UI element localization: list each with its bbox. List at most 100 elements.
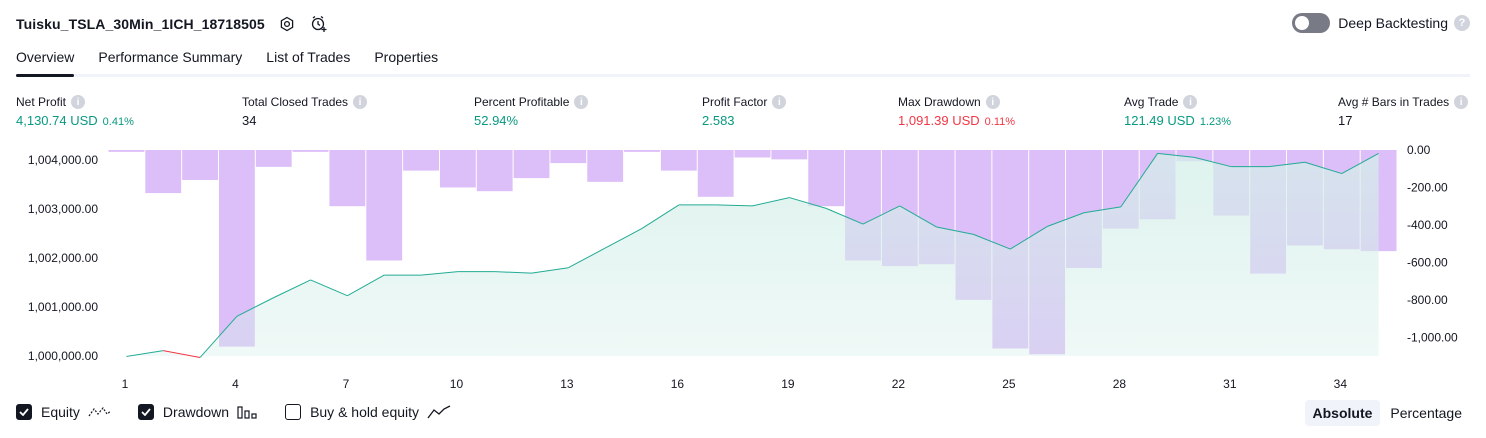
report-tabs: Overview Performance Summary List of Tra… <box>16 44 1470 77</box>
equity-line-segment <box>1304 161 1342 175</box>
equity-line-segment <box>273 279 311 299</box>
equity-line-segment <box>604 228 643 249</box>
info-icon[interactable]: i <box>1454 95 1469 109</box>
y-axis-left-tick: 1,003,000.00 <box>28 202 98 216</box>
metric-avg-trade: Avg Trade i 121.49 USD 1.23% <box>1124 94 1231 128</box>
x-axis-tick: 19 <box>781 377 795 391</box>
metric-label: Avg Trade <box>1124 95 1179 109</box>
equity-drawdown-chart[interactable]: 1,004,000.00 1,003,000.00 1,002,000.00 1,00… <box>0 140 1486 392</box>
tab-list-of-trades[interactable]: List of Trades <box>266 49 351 65</box>
absolute-button[interactable]: Absolute <box>1304 400 1381 426</box>
metric-label: Profit Factor <box>702 95 768 109</box>
equity-line-segment <box>862 205 901 225</box>
info-icon[interactable]: i <box>1183 95 1198 109</box>
buy-hold-label: Buy & hold equity <box>310 404 420 420</box>
equity-line-segment <box>1194 156 1232 168</box>
drawdown-bar <box>108 150 145 152</box>
drawdown-label: Drawdown <box>162 404 230 420</box>
equity-line-segment <box>420 271 458 276</box>
x-axis-tick: 10 <box>450 377 464 391</box>
equity-line-segment <box>568 247 606 269</box>
equity-line-segment <box>531 267 569 274</box>
equity-line-segment <box>347 274 385 297</box>
report-header: Tuisku_TSLA_30Min_1ICH_18718505 <box>16 12 329 36</box>
drawdown-bar <box>329 150 366 207</box>
drawdown-bar <box>808 150 845 207</box>
info-icon[interactable]: i <box>71 95 86 109</box>
trend-line-icon <box>427 405 451 419</box>
metric-label: Max Drawdown <box>898 95 981 109</box>
tab-properties[interactable]: Properties <box>374 49 439 65</box>
equity-line-segment <box>126 350 164 357</box>
y-axis-right-tick: -200.00 <box>1407 180 1448 194</box>
equity-label: Equity <box>41 404 80 420</box>
y-axis-left-tick: 1,000,000.00 <box>28 349 98 363</box>
metric-avg-bars-in-trades: Avg # Bars in Trades i 17 <box>1338 94 1469 128</box>
equity-line-segment <box>1268 161 1305 168</box>
deep-backtesting-toggle[interactable] <box>1292 13 1331 33</box>
equity-line-segment <box>715 204 753 207</box>
drawdown-bar <box>697 150 734 197</box>
info-icon[interactable]: i <box>985 95 1000 109</box>
metric-percent: 0.41% <box>102 116 134 128</box>
y-axis-right-tick: -1,000.00 <box>1407 330 1458 344</box>
y-axis-left-tick: 1,002,000.00 <box>28 251 98 265</box>
metric-label: Total Closed Trades <box>242 95 349 109</box>
equity-line-segment <box>973 233 1011 250</box>
metric-net-profit: Net Profit i 4,130.74 USD 0.41% <box>16 94 134 128</box>
x-axis-tick: 4 <box>232 377 239 391</box>
equity-line-icon <box>88 405 112 419</box>
tab-overview[interactable]: Overview <box>16 44 75 77</box>
buy-hold-checkbox[interactable] <box>285 404 302 420</box>
y-axis-right-tick: -400.00 <box>1407 218 1448 232</box>
x-axis-tick: 7 <box>343 377 350 391</box>
drawdown-bar <box>439 150 476 188</box>
info-icon[interactable]: i <box>772 95 787 109</box>
drawdown-bar <box>476 150 513 192</box>
help-icon[interactable]: ? <box>1454 15 1470 31</box>
info-icon[interactable]: i <box>353 95 368 109</box>
x-axis-tick: 13 <box>560 377 574 391</box>
y-axis-right-tick: -600.00 <box>1407 255 1448 269</box>
deep-backtesting-label: Deep Backtesting <box>1338 15 1448 31</box>
settings-icon[interactable] <box>277 14 297 34</box>
equity-line-segment <box>825 207 864 225</box>
drawdown-bar <box>734 150 771 158</box>
percentage-button[interactable]: Percentage <box>1390 405 1462 421</box>
drawdown-bar <box>771 150 808 160</box>
metric-value: 121.49 USD <box>1124 113 1195 128</box>
metric-total-closed-trades: Total Closed Trades i 34 <box>242 94 368 128</box>
drawdown-bar <box>624 150 660 152</box>
equity-area <box>126 153 1379 358</box>
equity-line-segment <box>1341 152 1379 174</box>
legend-buy-hold-equity[interactable]: Buy & hold equity <box>285 404 451 420</box>
metric-value: 2.583 <box>702 113 735 128</box>
y-axis-right-tick: -800.00 <box>1407 293 1448 307</box>
legend-drawdown[interactable]: Drawdown <box>137 404 259 420</box>
equity-checkbox[interactable] <box>16 404 32 420</box>
metric-value: 4,130.74 USD <box>16 113 98 128</box>
equity-line-segment <box>310 279 348 297</box>
x-axis-tick: 25 <box>1002 377 1016 391</box>
legend-equity[interactable]: Equity <box>16 404 112 420</box>
add-alert-icon[interactable] <box>309 14 329 34</box>
drawdown-checkbox[interactable] <box>137 404 154 420</box>
drawdown-bar <box>145 150 182 194</box>
equity-line-segment <box>789 197 827 209</box>
equity-line-segment <box>1157 152 1195 158</box>
metric-profit-factor: Profit Factor i 2.583 <box>702 94 787 128</box>
info-icon[interactable]: i <box>574 95 589 109</box>
drawdown-bar <box>182 150 218 180</box>
strategy-title: Tuisku_TSLA_30Min_1ICH_18718505 <box>16 16 265 32</box>
equity-line-segment <box>641 204 680 229</box>
metric-value: 34 <box>242 113 257 128</box>
x-axis-tick: 28 <box>1113 377 1127 391</box>
metric-percent: 1.23% <box>1199 116 1232 128</box>
metric-label: Avg # Bars in Trades <box>1338 95 1450 109</box>
tab-performance-summary[interactable]: Performance Summary <box>98 49 243 65</box>
deep-backtesting-control: Deep Backtesting ? <box>1292 13 1470 33</box>
equity-line-segment <box>1010 226 1048 250</box>
drawdown-bar <box>513 150 550 179</box>
metric-percent: 0.11% <box>984 116 1016 128</box>
chart-legend: Equity Drawdown Buy & hold equity <box>16 404 477 420</box>
